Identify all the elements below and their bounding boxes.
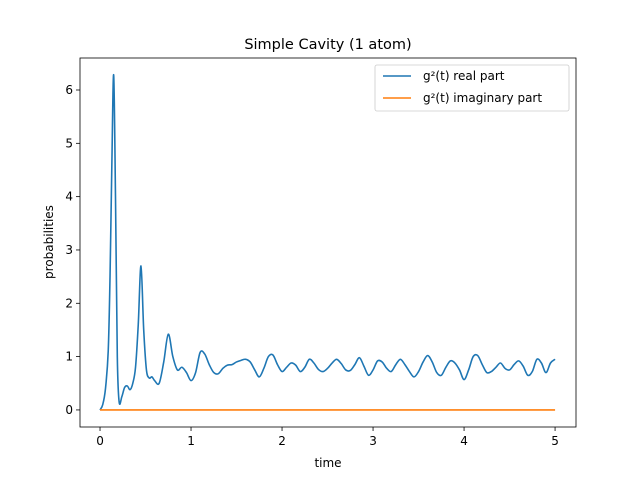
y-tick-label: 5 <box>65 136 73 150</box>
chart-title: Simple Cavity (1 atom) <box>244 37 411 53</box>
y-axis-label: probabilities <box>42 205 56 279</box>
legend-frame <box>374 64 570 112</box>
y-axis: 0 1 2 3 4 5 6 <box>65 83 80 417</box>
x-tick-label: 4 <box>460 434 468 448</box>
plot-area <box>99 74 556 411</box>
y-tick-label: 6 <box>65 83 73 97</box>
x-tick-label: 3 <box>369 434 377 448</box>
y-tick-label: 3 <box>65 243 73 257</box>
y-tick-label: 1 <box>65 350 73 364</box>
x-axis-label: time <box>314 456 341 470</box>
legend: g²(t) real part g²(t) imaginary part <box>374 64 570 112</box>
y-tick-label: 2 <box>65 296 73 310</box>
x-tick-label: 5 <box>551 434 559 448</box>
x-tick-label: 1 <box>187 434 195 448</box>
y-tick-label: 4 <box>65 190 73 204</box>
x-axis: 0 1 2 3 4 5 <box>96 427 559 448</box>
x-tick-label: 0 <box>96 434 104 448</box>
y-tick-label: 0 <box>65 403 73 417</box>
legend-label-real: g²(t) real part <box>423 69 505 83</box>
series-line-real <box>99 74 556 411</box>
x-tick-label: 2 <box>278 434 286 448</box>
axes-frame <box>79 57 577 428</box>
legend-label-imaginary: g²(t) imaginary part <box>423 91 542 105</box>
